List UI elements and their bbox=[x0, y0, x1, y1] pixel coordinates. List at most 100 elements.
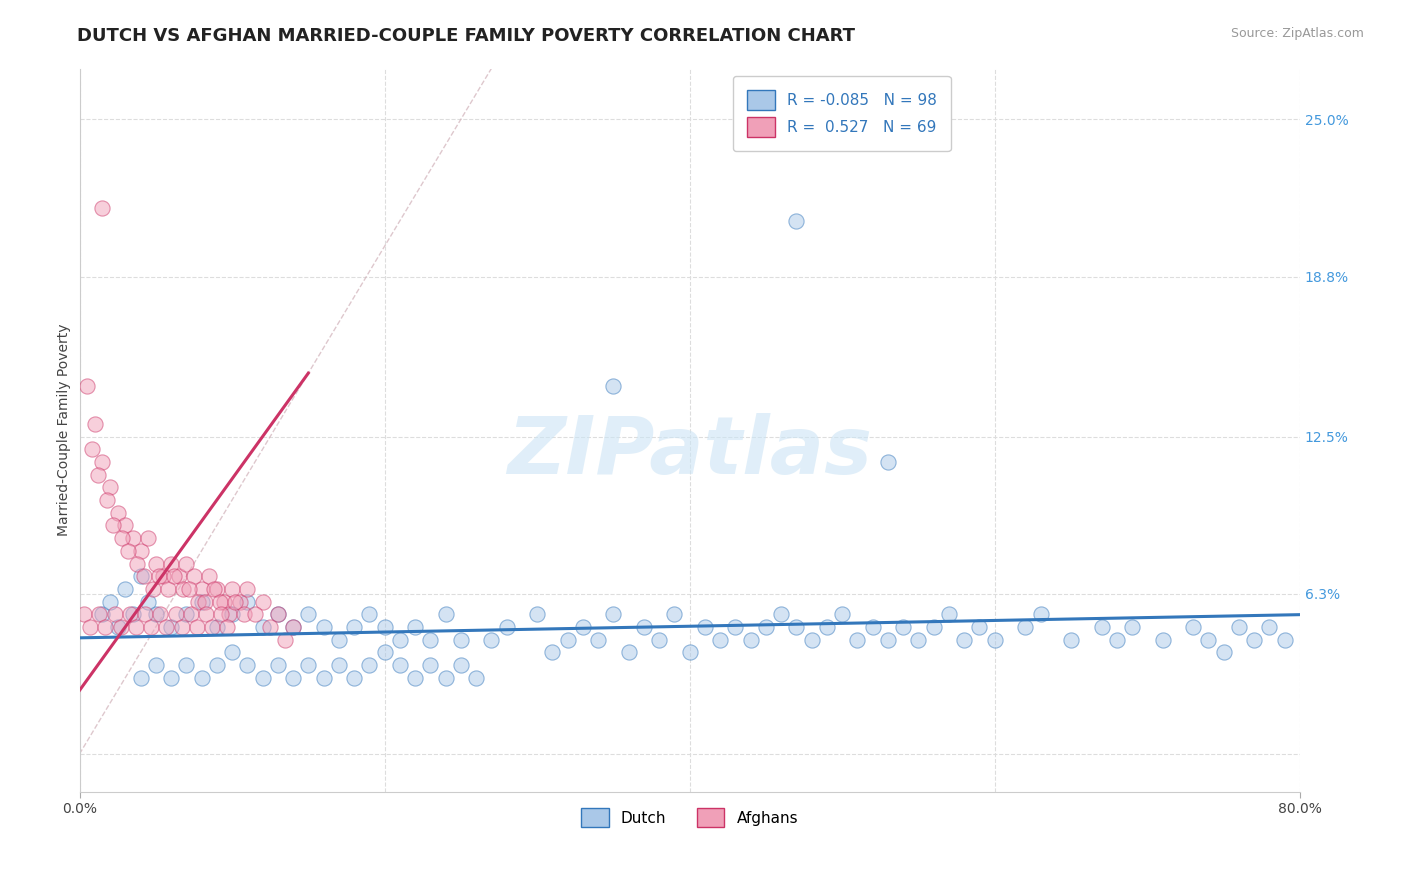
Point bbox=[134, 607, 156, 622]
Point bbox=[297, 607, 319, 622]
Point bbox=[107, 506, 129, 520]
Point bbox=[236, 594, 259, 608]
Point bbox=[224, 594, 246, 608]
Point bbox=[679, 645, 702, 659]
Point bbox=[167, 569, 190, 583]
Point bbox=[114, 518, 136, 533]
Point bbox=[1014, 620, 1036, 634]
Point bbox=[252, 594, 274, 608]
Point bbox=[111, 531, 134, 545]
Point bbox=[160, 557, 183, 571]
Point bbox=[617, 645, 640, 659]
Point bbox=[98, 594, 121, 608]
Point bbox=[374, 620, 396, 634]
Point bbox=[117, 544, 139, 558]
Point bbox=[110, 620, 132, 634]
Point bbox=[1197, 632, 1219, 647]
Point bbox=[202, 582, 225, 596]
Point bbox=[91, 607, 114, 622]
Point bbox=[374, 645, 396, 659]
Point bbox=[404, 671, 426, 685]
Point bbox=[281, 620, 304, 634]
Point bbox=[922, 620, 945, 634]
Point bbox=[1274, 632, 1296, 647]
Point bbox=[209, 607, 232, 622]
Point bbox=[526, 607, 548, 622]
Point bbox=[984, 632, 1007, 647]
Point bbox=[1212, 645, 1234, 659]
Point bbox=[221, 607, 243, 622]
Point bbox=[252, 620, 274, 634]
Point bbox=[195, 607, 218, 622]
Point bbox=[218, 607, 240, 622]
Point bbox=[96, 493, 118, 508]
Point bbox=[274, 632, 297, 647]
Point bbox=[214, 594, 236, 608]
Point bbox=[186, 620, 208, 634]
Point bbox=[343, 671, 366, 685]
Point bbox=[136, 531, 159, 545]
Point bbox=[359, 607, 381, 622]
Point bbox=[891, 620, 914, 634]
Point bbox=[221, 645, 243, 659]
Point bbox=[938, 607, 960, 622]
Point bbox=[693, 620, 716, 634]
Point bbox=[1258, 620, 1281, 634]
Point bbox=[201, 620, 224, 634]
Point bbox=[1060, 632, 1083, 647]
Point bbox=[122, 531, 145, 545]
Point bbox=[174, 658, 197, 673]
Point bbox=[190, 594, 212, 608]
Point bbox=[76, 379, 98, 393]
Point bbox=[259, 620, 281, 634]
Point bbox=[815, 620, 838, 634]
Point bbox=[862, 620, 884, 634]
Point bbox=[217, 620, 239, 634]
Point bbox=[297, 658, 319, 673]
Point bbox=[160, 620, 183, 634]
Point bbox=[800, 632, 823, 647]
Point bbox=[724, 620, 747, 634]
Point bbox=[187, 594, 209, 608]
Point bbox=[148, 569, 170, 583]
Point bbox=[198, 569, 221, 583]
Point bbox=[312, 671, 335, 685]
Point bbox=[236, 582, 259, 596]
Point bbox=[233, 607, 256, 622]
Point bbox=[145, 557, 167, 571]
Text: ZIPatlas: ZIPatlas bbox=[508, 413, 872, 491]
Point bbox=[127, 557, 149, 571]
Point bbox=[312, 620, 335, 634]
Point bbox=[450, 632, 472, 647]
Point bbox=[419, 632, 441, 647]
Point bbox=[450, 658, 472, 673]
Point bbox=[172, 582, 194, 596]
Point bbox=[174, 607, 197, 622]
Point bbox=[83, 417, 105, 431]
Point bbox=[129, 671, 152, 685]
Point bbox=[160, 671, 183, 685]
Point bbox=[1090, 620, 1112, 634]
Point bbox=[205, 620, 228, 634]
Point bbox=[328, 632, 350, 647]
Point bbox=[877, 455, 900, 469]
Point bbox=[1227, 620, 1250, 634]
Point bbox=[104, 607, 127, 622]
Point bbox=[122, 607, 145, 622]
Point bbox=[107, 620, 129, 634]
Point bbox=[152, 569, 174, 583]
Point bbox=[404, 620, 426, 634]
Point bbox=[388, 632, 411, 647]
Point bbox=[79, 620, 101, 634]
Point bbox=[155, 620, 177, 634]
Point bbox=[572, 620, 595, 634]
Point bbox=[969, 620, 991, 634]
Point bbox=[785, 214, 807, 228]
Point bbox=[208, 594, 231, 608]
Point bbox=[465, 671, 488, 685]
Point bbox=[141, 620, 163, 634]
Point bbox=[125, 620, 148, 634]
Point bbox=[846, 632, 869, 647]
Point bbox=[183, 569, 205, 583]
Point bbox=[1182, 620, 1205, 634]
